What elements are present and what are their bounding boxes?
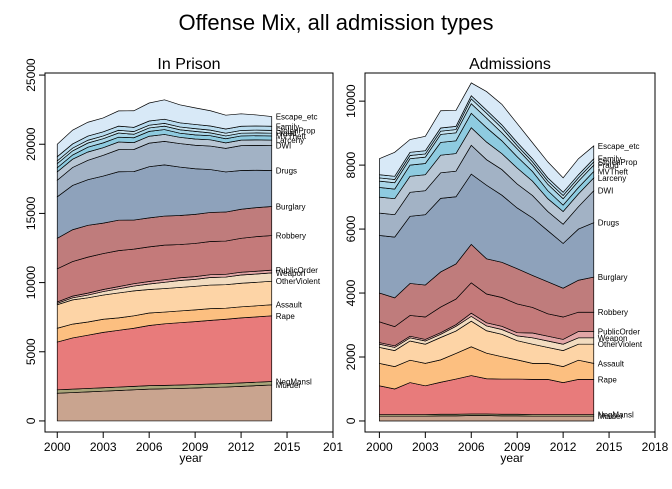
- y-tick-label: 5000: [24, 338, 38, 365]
- series-label: NegMansl: [598, 411, 634, 420]
- series-label: Fraud: [598, 161, 619, 170]
- series-label: MVTheft: [276, 132, 307, 141]
- figure-title: Offense Mix, all admission types: [178, 10, 493, 35]
- series-label: NegMansl: [276, 378, 312, 387]
- series-label: Drugs: [276, 167, 297, 176]
- series-label: Assault: [276, 301, 303, 310]
- series-label: OtherViolent: [598, 340, 643, 349]
- panel-title: Admissions: [469, 56, 551, 73]
- y-tick-label: 20000: [24, 127, 38, 161]
- series-label: Robbery: [276, 232, 306, 241]
- series-label: OtherViolent: [276, 277, 321, 286]
- x-axis-label: year: [179, 451, 202, 465]
- x-tick-label: 2003: [90, 440, 117, 454]
- series-label: Murder: [598, 412, 624, 421]
- series-label: Larceny: [598, 174, 626, 183]
- series-label: Burglary: [598, 273, 628, 282]
- series-label: Rape: [598, 375, 618, 384]
- y-tick-label: 0: [344, 417, 358, 424]
- series-label: Robbery: [598, 308, 628, 317]
- series-label: Assault: [598, 359, 625, 368]
- x-tick-label: 2012: [550, 440, 577, 454]
- series-label: StolenProp: [598, 158, 638, 167]
- series-label: Escape_etc: [598, 142, 640, 151]
- panel-title: In Prison: [157, 56, 220, 73]
- x-tick-label: 2015: [596, 440, 623, 454]
- series-label: Family: [598, 155, 622, 164]
- series-label: Burglary: [276, 203, 306, 212]
- y-tick-label: 25000: [24, 58, 38, 92]
- series-label: PublicOrder: [276, 266, 319, 275]
- series-label: Larceny: [276, 136, 304, 145]
- y-tick-label: 8000: [344, 151, 358, 178]
- y-tick-label: 0: [24, 417, 38, 424]
- series-label: Family: [276, 122, 300, 131]
- series-label: Rape: [276, 312, 296, 321]
- area-band: [379, 82, 595, 193]
- series-label: DWI: [598, 187, 614, 196]
- y-tick-label: 10000: [344, 84, 358, 118]
- x-tick-label: 201: [323, 440, 343, 454]
- x-tick-label: 2003: [412, 440, 439, 454]
- series-label: Escape_etc: [276, 113, 318, 122]
- y-tick-label: 2000: [344, 343, 358, 370]
- y-tick-label: 4000: [344, 279, 358, 306]
- series-label: DWI: [276, 142, 292, 151]
- series-label: Weapon: [276, 269, 306, 278]
- y-tick-label: 15000: [24, 196, 38, 230]
- series-label: MVTheft: [598, 168, 629, 177]
- x-tick-label: 2012: [228, 440, 255, 454]
- x-tick-label: 2006: [458, 440, 485, 454]
- y-tick-label: 10000: [24, 266, 38, 300]
- x-tick-label: 2018: [642, 440, 669, 454]
- x-tick-label: 2009: [182, 440, 209, 454]
- x-tick-label: 2006: [136, 440, 163, 454]
- series-label: Weapon: [598, 334, 628, 343]
- x-tick-label: 2000: [44, 440, 71, 454]
- area-band: [56, 99, 273, 158]
- series-label: StolenProp: [276, 126, 316, 135]
- y-tick-label: 6000: [344, 215, 358, 242]
- series-label: Murder: [276, 381, 302, 390]
- x-tick-label: 2000: [366, 440, 393, 454]
- series-label: Drugs: [598, 219, 619, 228]
- series-label: PublicOrder: [598, 327, 641, 336]
- x-tick-label: 2009: [504, 440, 531, 454]
- x-tick-label: 2015: [274, 440, 301, 454]
- x-axis-label: year: [500, 451, 523, 465]
- series-label: Fraud: [276, 129, 297, 138]
